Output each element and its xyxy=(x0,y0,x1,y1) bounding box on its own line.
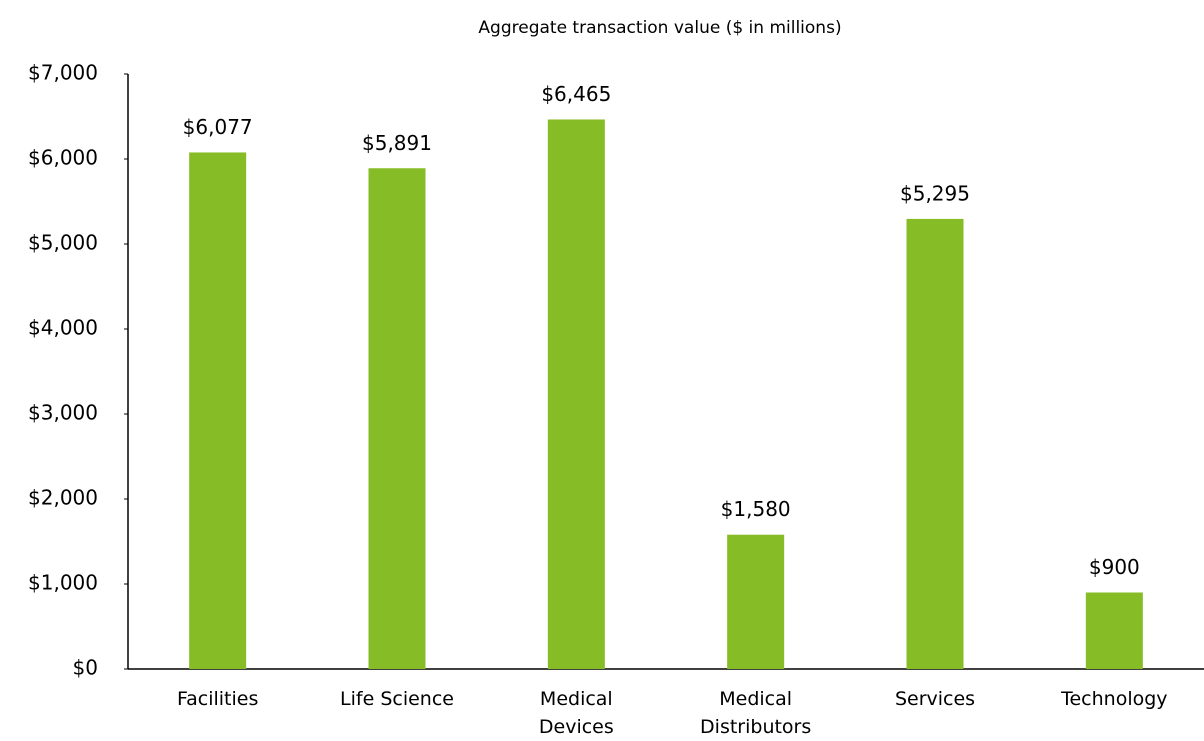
bar xyxy=(906,218,964,670)
x-tick-label: Technology xyxy=(1061,688,1168,710)
y-tick-label: $6,000 xyxy=(28,146,98,170)
y-tick-label: $1,000 xyxy=(28,571,98,595)
bar xyxy=(1085,592,1143,669)
chart-title: Aggregate transaction value ($ in millio… xyxy=(478,18,841,38)
bar xyxy=(189,152,247,669)
data-label: $5,891 xyxy=(362,131,432,155)
data-label: $5,295 xyxy=(900,181,970,205)
y-tick-label: $0 xyxy=(73,656,98,680)
data-label: $6,077 xyxy=(183,115,253,139)
data-label: $6,465 xyxy=(541,82,611,106)
data-label: $900 xyxy=(1089,555,1140,579)
bar xyxy=(368,168,426,669)
x-tick-label: Medical Distributors xyxy=(700,688,812,738)
data-label: $1,580 xyxy=(721,497,791,521)
x-tick-label: Medical Devices xyxy=(538,688,614,738)
x-tick-label: Facilities xyxy=(176,688,259,710)
y-tick-label: $4,000 xyxy=(28,316,98,340)
bar xyxy=(547,119,605,670)
y-tick-label: $7,000 xyxy=(28,61,98,85)
x-tick-label: Life Science xyxy=(340,688,454,710)
bar xyxy=(727,534,785,669)
x-tick-label: Services xyxy=(894,688,976,710)
y-tick-label: $5,000 xyxy=(28,231,98,255)
y-tick-label: $3,000 xyxy=(28,401,98,425)
y-tick-label: $2,000 xyxy=(28,486,98,510)
